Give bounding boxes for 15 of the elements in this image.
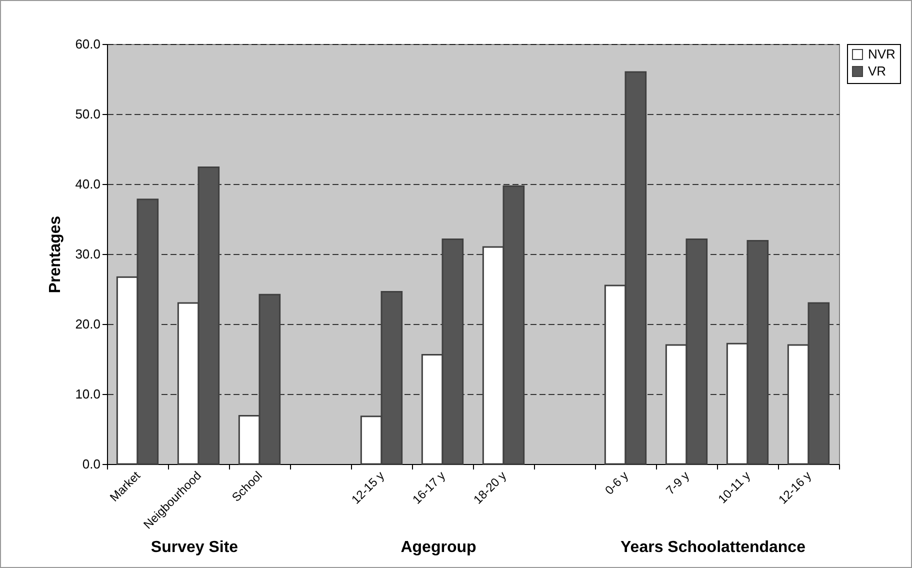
y-tick-label: 0.0	[82, 456, 100, 472]
y-tick-label: 60.0	[75, 36, 100, 52]
y-tick-label: 30.0	[75, 246, 100, 262]
text: Years Schoolattendance	[620, 539, 806, 557]
y-tick-label: 40.0	[75, 176, 100, 192]
legend-label: NVR	[868, 46, 896, 62]
x-tick-label: 0-6 y	[602, 468, 631, 498]
y-axis-title: Prentages	[47, 216, 64, 294]
x-tick-label: 7-9 y	[663, 468, 692, 498]
legend-label: VR	[868, 64, 886, 78]
y-tick-label: 10.0	[75, 386, 100, 402]
text: Agegroup	[400, 539, 476, 557]
y-tick-label: 20.0	[75, 316, 100, 332]
y-tick-label: 50.0	[75, 106, 100, 122]
text: Survey Site	[150, 539, 238, 557]
